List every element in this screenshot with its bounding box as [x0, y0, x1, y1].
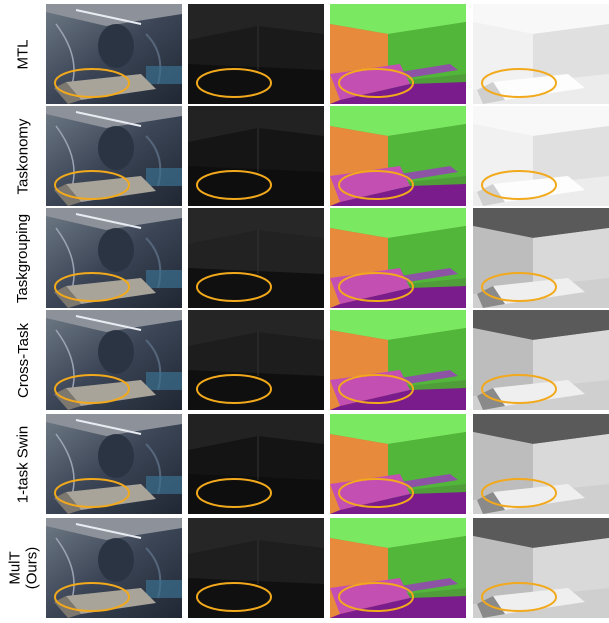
depth-image — [188, 518, 324, 618]
surface-normals-picture — [330, 414, 466, 514]
surface-normals-image — [330, 106, 466, 206]
rgb-input-image — [46, 310, 182, 410]
row-label-line: 1-task Swin — [14, 425, 32, 503]
reshading-picture — [473, 310, 609, 410]
image-row — [46, 208, 609, 308]
depth-image — [188, 106, 324, 206]
row-label: 1-task Swin — [0, 414, 46, 514]
depth-picture — [188, 310, 324, 410]
depth-picture — [188, 414, 324, 514]
depth-picture — [188, 518, 324, 618]
image-grid — [46, 0, 609, 623]
row-label-line: Taskonomy — [14, 118, 32, 194]
row-label: Taskonomy — [0, 106, 46, 206]
rgb-input-picture — [46, 310, 182, 410]
surface-normals-picture — [330, 106, 466, 206]
reshading-image — [473, 208, 609, 308]
row-label-line: MulT — [6, 551, 23, 585]
row-label: MulT (Ours) — [0, 518, 46, 618]
depth-image — [188, 414, 324, 514]
surface-normals-image — [330, 208, 466, 308]
row-label-text: MTL — [15, 39, 32, 69]
surface-normals-picture — [330, 208, 466, 308]
rgb-input-picture — [46, 414, 182, 514]
image-row — [46, 4, 609, 104]
row-label-text: MulT (Ours) — [6, 547, 40, 590]
reshading-image — [473, 4, 609, 104]
rgb-input-picture — [46, 106, 182, 206]
reshading-picture — [473, 4, 609, 104]
surface-normals-image — [330, 4, 466, 104]
row-label: Cross-Task — [0, 310, 46, 410]
reshading-picture — [473, 208, 609, 308]
rgb-input-image — [46, 208, 182, 308]
rgb-input-image — [46, 518, 182, 618]
row-label: MTL — [0, 4, 46, 104]
reshading-picture — [473, 518, 609, 618]
row-label-line: Taskgrouping — [14, 213, 32, 303]
reshading-picture — [473, 106, 609, 206]
depth-image — [188, 4, 324, 104]
row-label-text: Taskgrouping — [15, 213, 32, 302]
rgb-input-picture — [46, 518, 182, 618]
image-row — [46, 310, 609, 410]
surface-normals-picture — [330, 4, 466, 104]
image-row — [46, 518, 609, 618]
depth-picture — [188, 208, 324, 308]
row-label-text: 1-task Swin — [15, 425, 32, 503]
rgb-input-image — [46, 414, 182, 514]
reshading-image — [473, 310, 609, 410]
rgb-input-image — [46, 106, 182, 206]
row-label: Taskgrouping — [0, 208, 46, 308]
rgb-input-picture — [46, 4, 182, 104]
surface-normals-picture — [330, 518, 466, 618]
row-label-line: (Ours) — [23, 546, 40, 590]
rgb-input-picture — [46, 208, 182, 308]
depth-image — [188, 310, 324, 410]
surface-normals-image — [330, 414, 466, 514]
surface-normals-picture — [330, 310, 466, 410]
depth-picture — [188, 4, 324, 104]
reshading-image — [473, 106, 609, 206]
row-label-line: Cross-Task — [14, 322, 32, 398]
depth-image — [188, 208, 324, 308]
image-row — [46, 414, 609, 514]
reshading-image — [473, 414, 609, 514]
depth-picture — [188, 106, 324, 206]
rgb-input-image — [46, 4, 182, 104]
surface-normals-image — [330, 310, 466, 410]
row-label-text: Cross-Task — [15, 322, 32, 397]
reshading-picture — [473, 414, 609, 514]
row-label-line: MTL — [14, 39, 32, 69]
image-row — [46, 106, 609, 206]
row-label-text: Taskonomy — [15, 118, 32, 194]
reshading-image — [473, 518, 609, 618]
surface-normals-image — [330, 518, 466, 618]
